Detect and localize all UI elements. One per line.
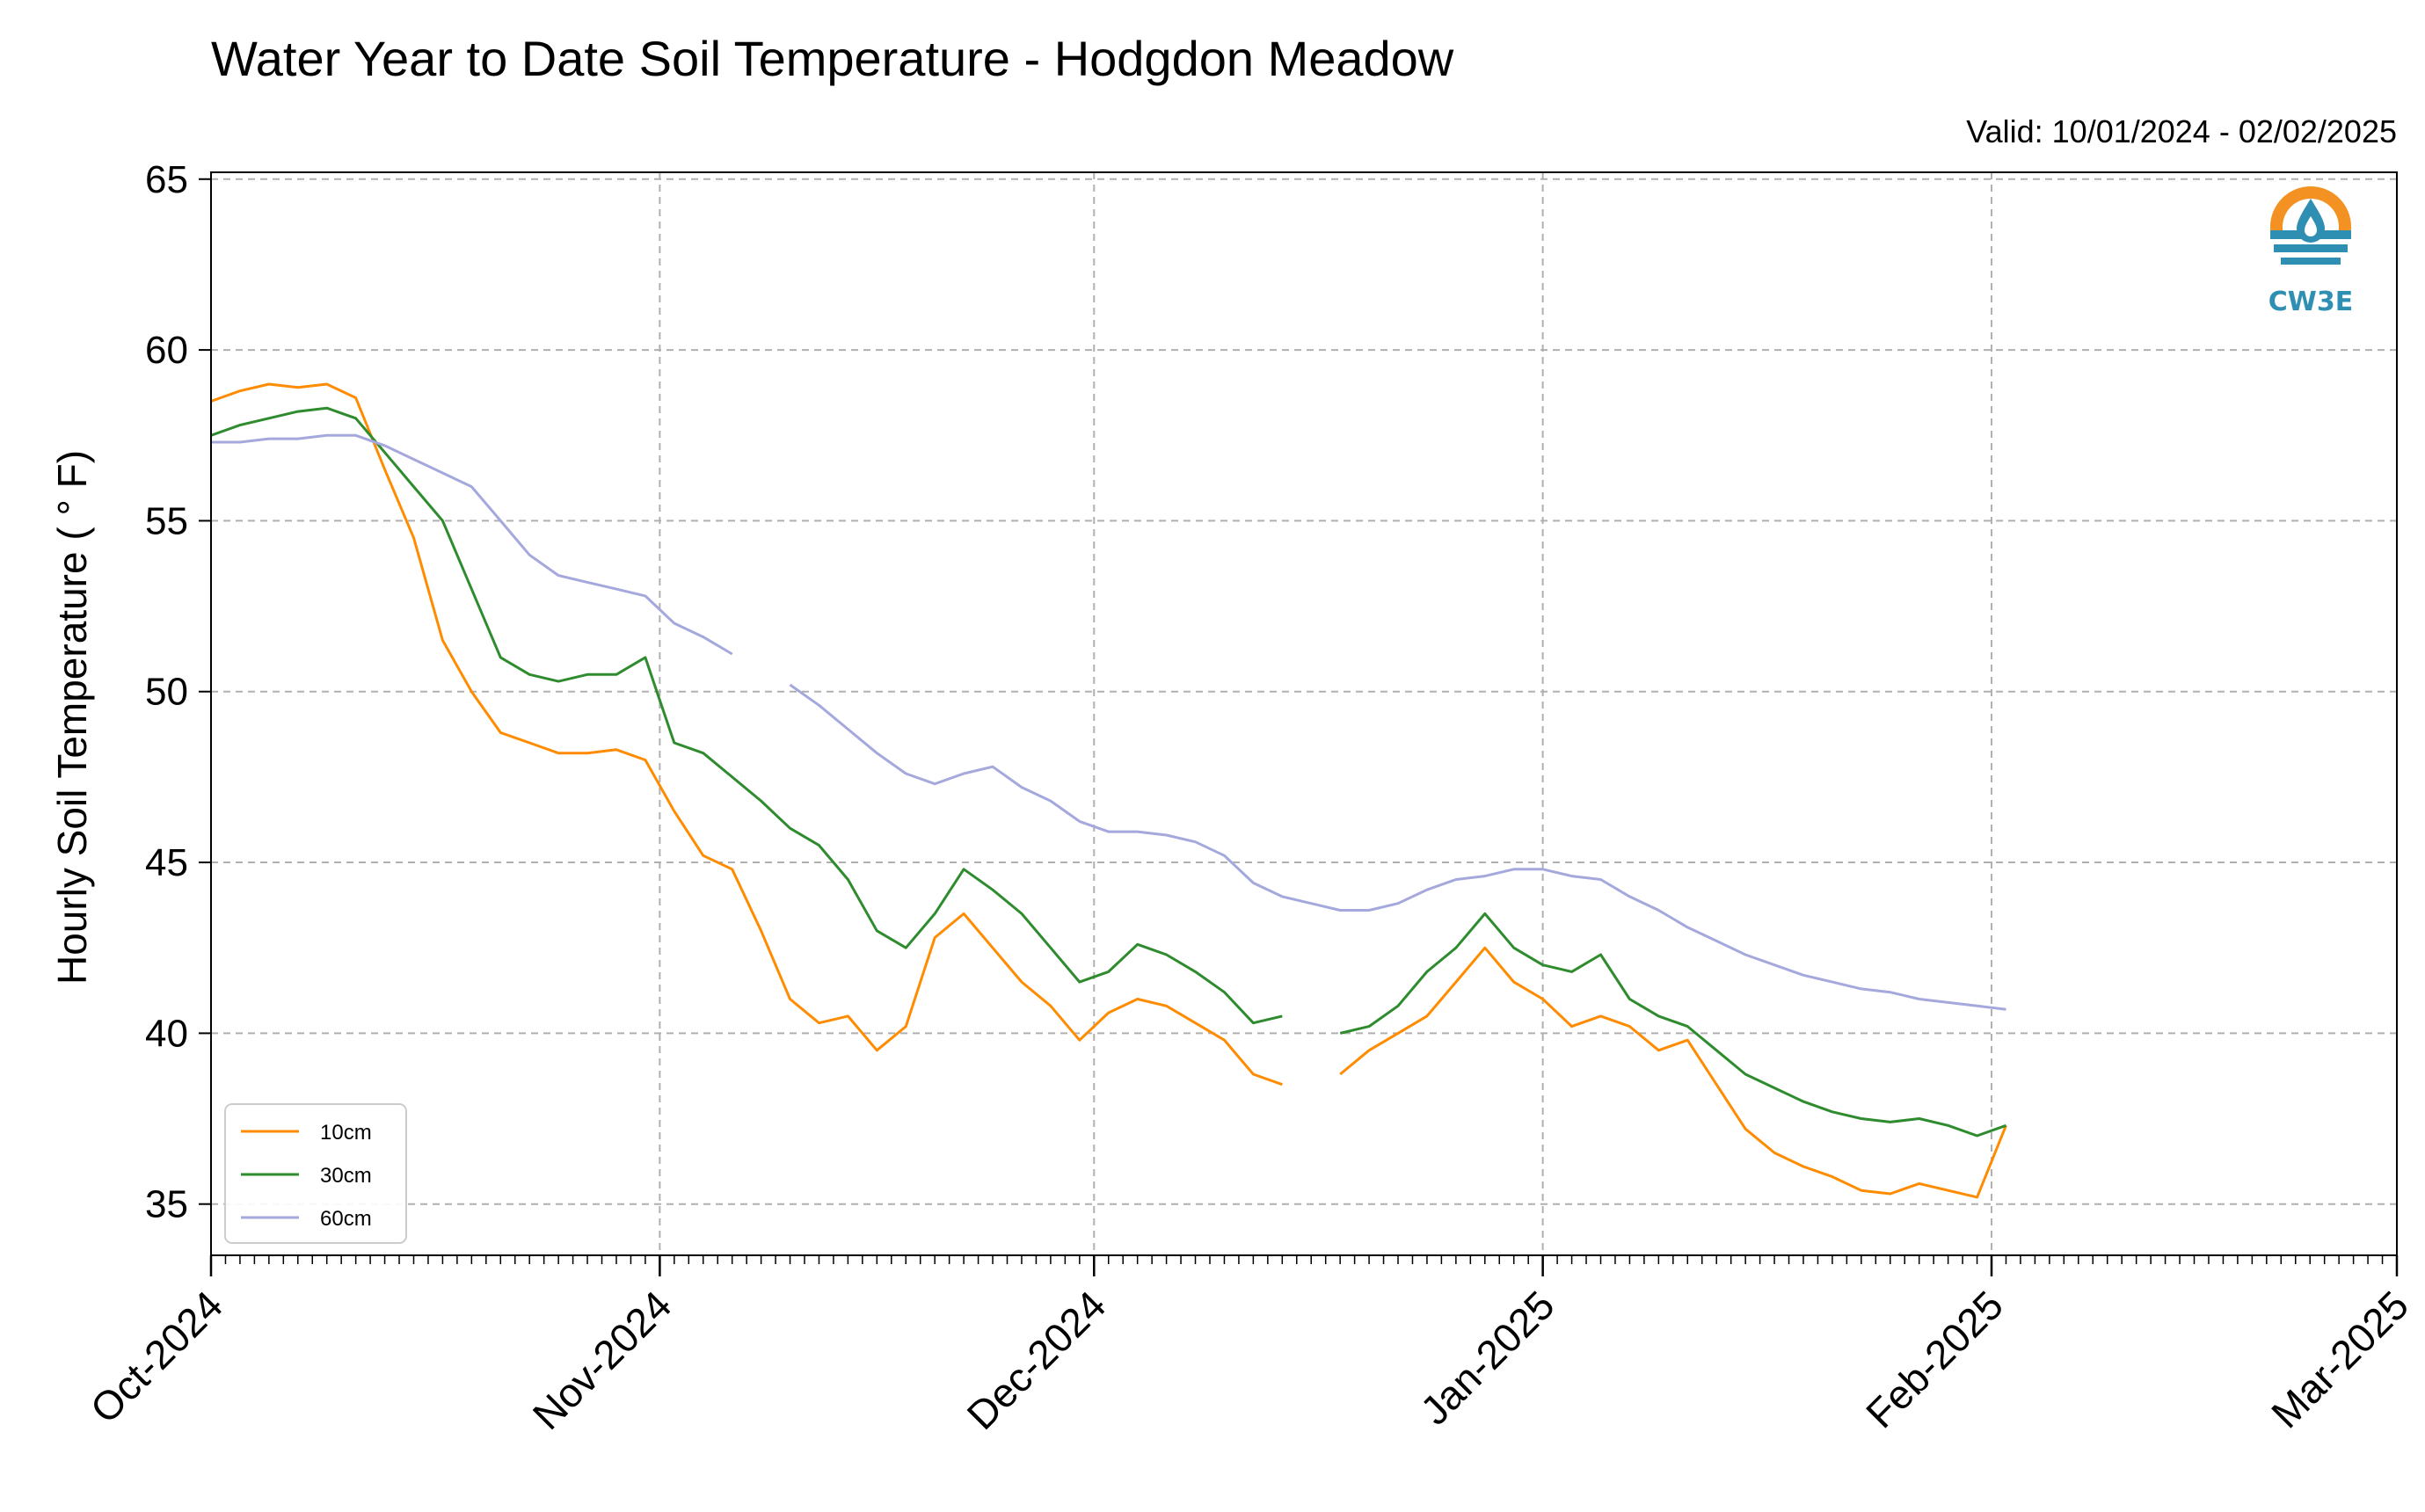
plot-frame — [210, 171, 2398, 1256]
y-tick-label: 60 — [145, 329, 188, 372]
legend-label-10cm: 10cm — [320, 1121, 372, 1145]
legend-label-30cm: 30cm — [320, 1164, 372, 1188]
y-tick-label: 35 — [145, 1183, 188, 1226]
y-axis-label: Hourly Soil Temperature ( ° F) — [49, 450, 95, 985]
series-line-10cm — [210, 382, 2007, 1199]
legend-box — [224, 1103, 407, 1244]
y-tick-label: 40 — [145, 1012, 188, 1055]
cw3e-logo: CW3E — [2267, 186, 2355, 317]
y-tick-label: 55 — [145, 499, 188, 542]
grid-lines — [211, 172, 2397, 1255]
series-line-60cm — [211, 433, 2006, 1011]
chart-title: Water Year to Date Soil Temperature - Ho… — [211, 31, 1454, 86]
y-tick-label: 45 — [145, 841, 188, 884]
logo-text: CW3E — [2268, 287, 2353, 317]
legend-label-60cm: 60cm — [320, 1207, 372, 1231]
legend: 10cm 30cm 60cm — [224, 1103, 407, 1244]
cw3e-droplet-icon — [2267, 186, 2355, 271]
valid-date-range: Valid: 10/01/2024 - 02/02/2025 — [1966, 113, 2397, 149]
data-series — [210, 382, 2007, 1199]
y-tick-label: 65 — [145, 158, 188, 201]
series-line-30cm — [210, 406, 2007, 1138]
y-tick-label: 50 — [145, 671, 188, 714]
